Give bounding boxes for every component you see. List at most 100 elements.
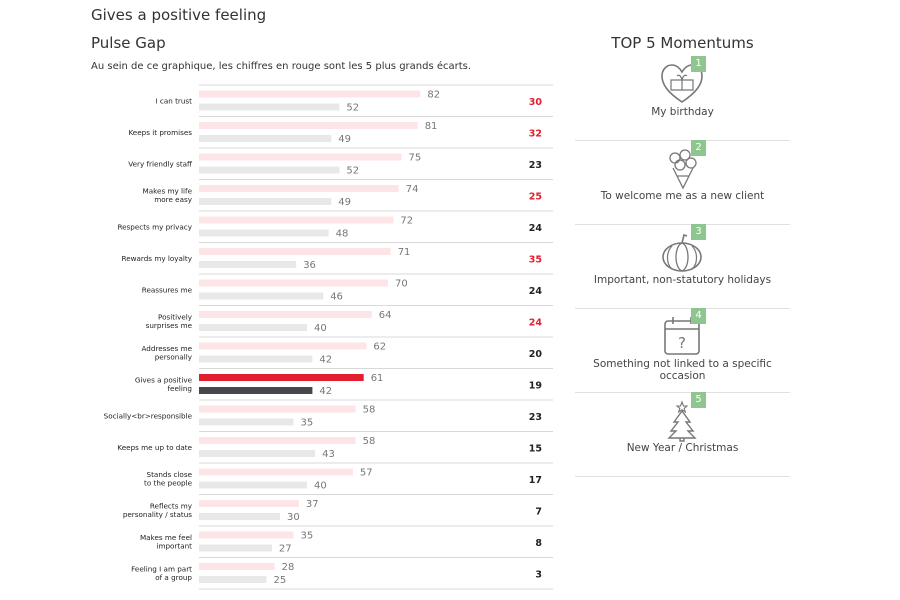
value-label-secondary: 35 <box>301 418 314 429</box>
heart-gift-icon <box>661 64 703 103</box>
bar-primary <box>199 531 294 539</box>
bar-secondary <box>199 387 313 394</box>
christmas-tree-icon <box>667 400 697 442</box>
momentums-title: TOP 5 Momentums <box>611 34 754 52</box>
category-label: Reflects my personality / status <box>123 501 193 519</box>
bar-secondary <box>199 261 297 268</box>
gap-value: 24 <box>529 223 543 234</box>
momentum-item-3: 3 Important, non-statutory holidays <box>575 224 790 309</box>
value-label-secondary: 25 <box>274 575 287 586</box>
page-title: Gives a positive feeling <box>91 6 267 24</box>
value-label-secondary: 40 <box>314 323 327 334</box>
gap-value: 15 <box>529 443 542 454</box>
gap-value: 19 <box>529 380 542 391</box>
value-label-secondary: 48 <box>336 229 349 240</box>
bar-primary <box>199 185 399 192</box>
chart-subtitle: Au sein de ce graphique, les chiffres en… <box>91 61 472 72</box>
gap-value: 7 <box>535 506 542 517</box>
momentum-rank-badge: 2 <box>691 140 706 156</box>
category-label: Keeps it promises <box>128 128 192 137</box>
bar-secondary <box>199 513 280 520</box>
gap-value: 35 <box>529 254 542 265</box>
value-label-secondary: 49 <box>338 134 351 145</box>
category-label: Makes me feel important <box>140 533 192 551</box>
value-label-secondary: 49 <box>338 197 351 208</box>
momentum-item-5: 5 New Year / Christmas <box>575 392 790 477</box>
bar-secondary <box>199 450 316 457</box>
category-label: Socially<br>responsible <box>104 411 193 420</box>
bar-secondary <box>199 324 307 331</box>
gap-value: 20 <box>529 349 543 360</box>
bar-primary <box>199 342 367 350</box>
momentum-rank-badge: 3 <box>691 224 706 240</box>
value-label-primary: 71 <box>398 247 411 258</box>
bar-primary <box>199 216 394 224</box>
value-label-primary: 37 <box>306 499 319 510</box>
momentum-label: Something not linked to a specific occas… <box>593 358 772 382</box>
value-label-primary: 81 <box>425 121 438 132</box>
value-label-primary: 61 <box>371 373 384 384</box>
bar-secondary <box>199 544 272 552</box>
value-label-primary: 74 <box>406 184 419 195</box>
category-label: Addresses me personally <box>142 344 193 362</box>
momentum-item-1: 1 My birthday <box>575 56 790 141</box>
value-label-secondary: 27 <box>279 544 292 555</box>
bar-primary <box>199 311 372 318</box>
category-label: Feeling I am part of a group <box>131 564 192 582</box>
momentum-label: New Year / Christmas <box>626 442 739 454</box>
category-label: Stands close to the people <box>144 470 193 488</box>
category-label: I can trust <box>156 96 193 105</box>
gap-value: 8 <box>535 538 542 549</box>
value-label-secondary: 36 <box>303 260 316 271</box>
category-label: Keeps me up to date <box>117 443 192 452</box>
momentum-label: To welcome me as a new client <box>600 190 765 202</box>
value-label-secondary: 42 <box>319 355 332 366</box>
gap-value: 24 <box>529 286 543 297</box>
value-label-primary: 57 <box>360 468 373 479</box>
gap-value: 25 <box>529 191 542 202</box>
bar-primary <box>199 248 391 255</box>
momentum-label: My birthday <box>651 106 714 118</box>
gap-value: 23 <box>529 412 542 423</box>
value-label-primary: 72 <box>400 216 413 227</box>
category-label: Makes my life more easy <box>143 186 193 204</box>
category-label: Respects my privacy <box>117 222 192 231</box>
bar-secondary <box>199 576 267 583</box>
category-label: Reassures me <box>142 285 193 294</box>
gap-value: 17 <box>529 475 542 486</box>
bar-primary <box>199 374 364 381</box>
category-label: Gives a positive feeling <box>135 375 193 393</box>
bar-secondary <box>199 355 313 363</box>
category-label: Positively surprises me <box>146 312 193 330</box>
bar-secondary <box>199 292 324 300</box>
bar-primary <box>199 405 356 413</box>
pulse-gap-chart: I can trust 82 52 30 Keeps it promises 81 49 3 2… <box>104 84 553 590</box>
bar-secondary <box>199 135 332 142</box>
bar-secondary <box>199 166 340 174</box>
bar-primary <box>199 279 388 287</box>
section-title: Pulse Gap <box>91 34 166 52</box>
value-label-secondary: 52 <box>346 103 359 114</box>
momentum-rank-badge: 4 <box>691 308 706 324</box>
value-label-secondary: 43 <box>322 449 335 460</box>
bar-secondary <box>199 481 307 489</box>
value-label-primary: 28 <box>282 562 295 573</box>
category-label: Rewards my loyalty <box>122 254 193 263</box>
bar-primary <box>199 563 275 570</box>
value-label-secondary: 42 <box>319 386 332 397</box>
momentum-label: Important, non-statutory holidays <box>593 274 772 286</box>
gap-value: 3 <box>535 569 542 580</box>
bar-primary <box>199 437 356 444</box>
value-label-primary: 82 <box>427 90 440 101</box>
value-label-primary: 58 <box>363 436 376 447</box>
bar-primary <box>199 153 402 161</box>
value-label-primary: 62 <box>373 342 386 353</box>
bar-primary <box>199 468 353 476</box>
bar-secondary <box>199 418 294 426</box>
bar-primary <box>199 122 418 129</box>
momentum-rank-badge: 1 <box>691 56 706 72</box>
gap-value: 30 <box>529 97 543 108</box>
value-label-secondary: 46 <box>330 292 343 303</box>
bar-primary <box>199 90 421 98</box>
value-label-primary: 70 <box>395 279 408 290</box>
